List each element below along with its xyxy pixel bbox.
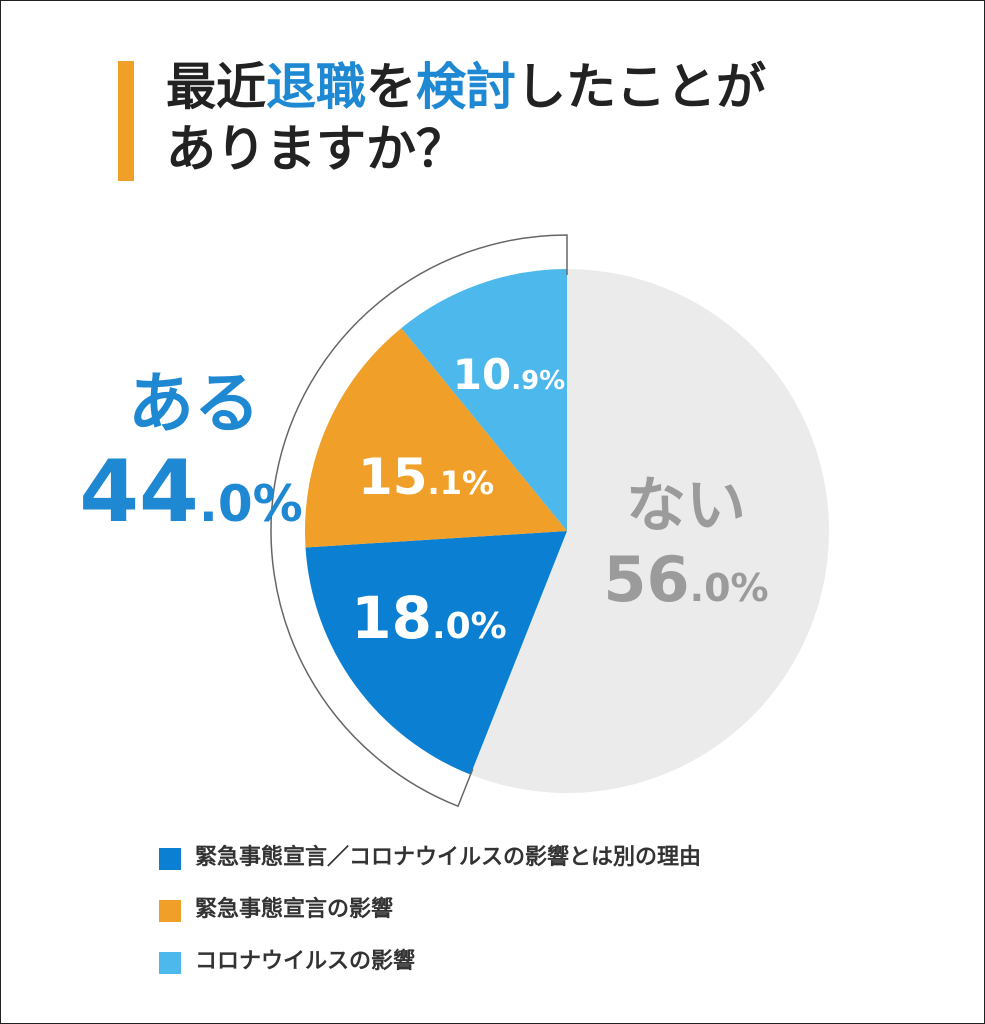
slice-value-label-3: 15.1% (358, 448, 494, 506)
pie-slice-1 (470, 269, 829, 794)
title-part-5: したことが (516, 58, 766, 116)
group-value-label: 44.0% (79, 442, 303, 542)
title-accent-bar (118, 61, 134, 181)
title-part-1: 最近 (166, 58, 266, 116)
group-name-label: ある (128, 365, 260, 442)
slice-value-label-2: 18.0% (351, 584, 507, 652)
title-part-2: 退職 (266, 58, 366, 116)
legend-swatch-2 (159, 900, 181, 922)
pie-slice-3 (305, 328, 567, 548)
legend-swatch-1 (159, 848, 181, 870)
title-part-4: 検討 (416, 58, 516, 116)
title-line-2: ありますか？ (166, 120, 466, 178)
legend-swatch-3 (159, 952, 181, 974)
group-bracket (270, 234, 568, 808)
pie-slice-4 (401, 269, 567, 531)
slice-value-label-4: 10.9% (453, 350, 565, 399)
legend-label-3: コロナウイルスの影響 (195, 949, 416, 974)
pie-slice-2 (305, 531, 567, 775)
chart-title: 最近退職を検討したことが ありますか？ (166, 56, 956, 180)
legend-label-2: 緊急事態宣言の影響 (195, 897, 394, 922)
legend-label-1: 緊急事態宣言／コロナウイルスの影響とは別の理由 (195, 845, 702, 870)
slice-value-label-1: 56.0% (603, 543, 768, 616)
slice-name-label: ない (626, 471, 746, 541)
title-part-3: を (366, 58, 416, 116)
